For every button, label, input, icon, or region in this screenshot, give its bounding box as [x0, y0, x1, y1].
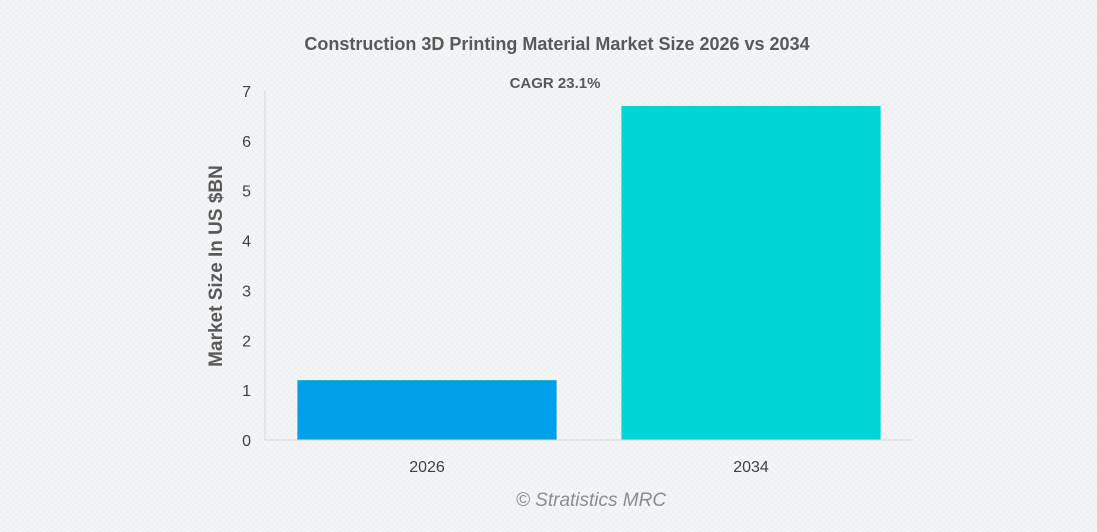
- x-tick-label: 2034: [733, 459, 769, 476]
- y-tick-label: 2: [242, 333, 251, 350]
- y-tick-label: 7: [242, 84, 251, 101]
- y-tick-label: 4: [242, 234, 251, 251]
- chart-title: Construction 3D Printing Material Market…: [304, 34, 809, 54]
- y-axis-ticks: 0 1 2 3 4 5 6 7: [242, 84, 251, 450]
- bar-2026: [297, 380, 557, 440]
- bar-2034: [621, 105, 881, 440]
- y-tick-label: 3: [242, 283, 251, 300]
- y-tick-label: 1: [242, 383, 251, 400]
- y-tick-label: 0: [242, 433, 251, 450]
- y-axis-label: Market Size In US $BN: [206, 165, 227, 367]
- x-axis-ticks: 2026 2034: [409, 459, 769, 476]
- y-tick-label: 5: [242, 184, 251, 201]
- chart-subtitle: CAGR 23.1%: [510, 75, 601, 92]
- y-tick-label: 6: [242, 134, 251, 151]
- bars: [297, 105, 881, 440]
- watermark: © Stratistics MRC: [516, 490, 666, 511]
- x-tick-label: 2026: [409, 459, 445, 476]
